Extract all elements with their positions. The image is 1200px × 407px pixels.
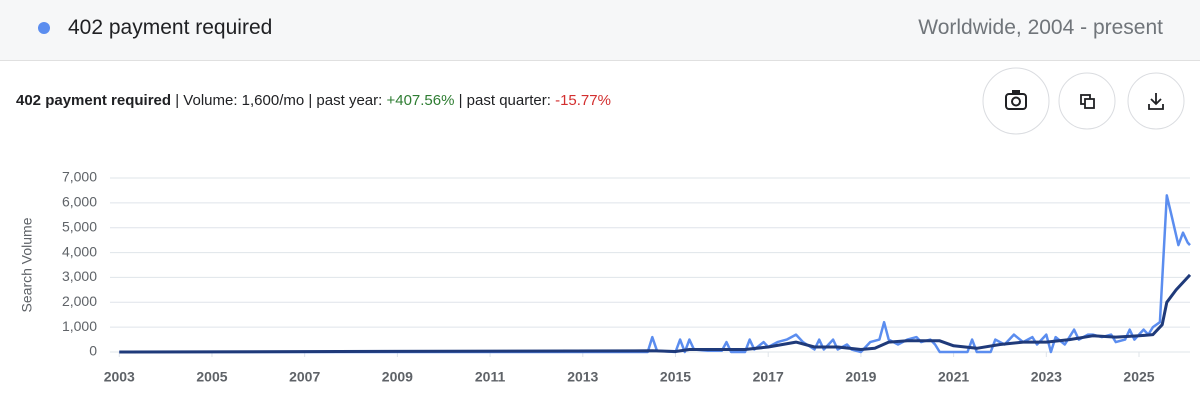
x-tick-label: 2013: [567, 369, 598, 385]
series-dot: [38, 22, 50, 34]
y-tick-label: 6,000: [62, 194, 97, 210]
x-tick-label: 2003: [104, 369, 135, 385]
line: [119, 273, 1192, 354]
y-tick-label: 4,000: [62, 243, 97, 259]
line: [119, 194, 1191, 354]
stat: +407.56%: [386, 92, 455, 109]
x-tick-label: 2007: [289, 369, 320, 385]
x-tick-label: 2009: [382, 369, 413, 385]
x-tick-label: 2023: [1031, 369, 1062, 385]
x-tick-label: 2005: [196, 369, 227, 385]
x-tick-label: 2017: [753, 369, 784, 385]
x-tick-label: 2015: [660, 369, 691, 385]
camera-button[interactable]: [982, 67, 1050, 135]
header-bar: 402 payment required Worldwide, 2004 - p…: [0, 0, 1200, 61]
x-tick-label: 2021: [938, 369, 969, 385]
y-tick-label: 3,000: [62, 268, 97, 284]
stat: | Volume: 1,600/mo | past year:: [171, 92, 387, 109]
region: Worldwide, 2004 - present: [918, 16, 1163, 39]
download-button[interactable]: [1127, 72, 1185, 130]
stat: -15.77%: [555, 92, 611, 109]
y-axis-label: Search Volume: [19, 217, 35, 312]
copy-button[interactable]: [1058, 72, 1116, 130]
stat: | past quarter:: [454, 92, 556, 109]
keyword: 402 payment required: [68, 16, 273, 39]
y-tick-label: 2,000: [62, 293, 97, 309]
y-tick-label: 5,000: [62, 218, 97, 234]
x-tick-label: 2011: [475, 369, 506, 385]
x-tick-label: 2019: [845, 369, 876, 385]
y-tick-label: 1,000: [62, 318, 97, 334]
stats: 402 payment required | Volume: 1,600/mo …: [16, 92, 611, 109]
stat: 402 payment required: [16, 92, 172, 109]
x-tick-label: 2025: [1123, 369, 1154, 385]
y-tick-label: 0: [89, 343, 97, 359]
y-tick-label: 7,000: [62, 169, 97, 185]
